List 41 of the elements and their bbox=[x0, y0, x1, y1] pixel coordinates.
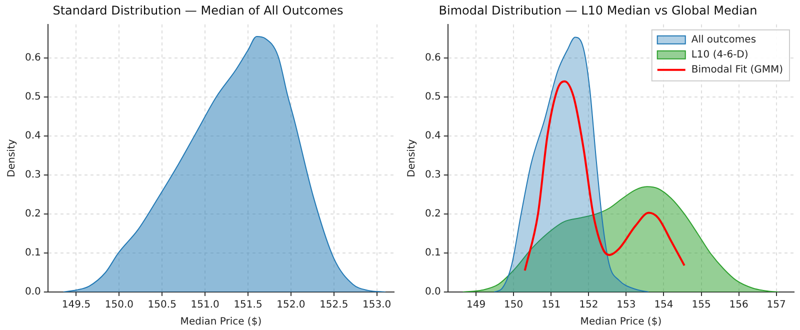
y-tick-label: 0.1 bbox=[424, 248, 441, 259]
x-tick-label: 151.5 bbox=[234, 300, 262, 311]
x-axis-title: Median Price ($) bbox=[580, 316, 662, 328]
y-tick-label: 0.0 bbox=[24, 286, 41, 298]
x-tick-label: 157 bbox=[766, 300, 786, 311]
chart-title: Bimodal Distribution — L10 Median vs Global Median bbox=[438, 3, 758, 18]
x-tick-label: 152 bbox=[579, 300, 598, 311]
y-tick-label: 0.6 bbox=[424, 52, 441, 64]
x-tick-label: 150 bbox=[504, 300, 524, 311]
x-tick-label: 151.0 bbox=[190, 300, 220, 311]
x-tick-label: 153 bbox=[616, 300, 636, 311]
legend-label: All outcomes bbox=[691, 34, 756, 46]
x-tick-label: 150.5 bbox=[148, 300, 176, 311]
y-tick-label: 0.2 bbox=[24, 208, 41, 220]
x-tick-label: 153.0 bbox=[362, 300, 392, 311]
chart-title: Standard Distribution — Median of All Outcomes bbox=[52, 3, 344, 18]
y-tick-label: 0.5 bbox=[424, 92, 441, 103]
x-tick-label: 150.0 bbox=[104, 300, 134, 311]
x-tick-label: 149.5 bbox=[62, 300, 91, 311]
y-axis-title: Density bbox=[406, 139, 418, 178]
x-tick-label: 152.5 bbox=[320, 300, 348, 311]
y-tick-label: 0.5 bbox=[24, 92, 41, 103]
y-tick-label: 0.3 bbox=[424, 170, 441, 181]
x-tick-label: 156 bbox=[729, 300, 748, 311]
line-series bbox=[524, 80, 686, 272]
y-tick-label: 0.4 bbox=[24, 130, 41, 142]
legend-label: L10 (4-6-D) bbox=[691, 49, 748, 60]
y-axis-title: Density bbox=[6, 139, 18, 178]
x-axis-title: Median Price ($) bbox=[180, 316, 262, 328]
x-tick-label: 152.0 bbox=[276, 300, 306, 311]
y-tick-label: 0.0 bbox=[424, 286, 441, 298]
y-tick-label: 0.2 bbox=[424, 208, 441, 220]
x-tick-label: 149 bbox=[466, 300, 486, 311]
legend-label: Bimodal Fit (GMM) bbox=[691, 64, 784, 76]
y-tick-label: 0.3 bbox=[24, 170, 41, 181]
x-tick-label: 155 bbox=[692, 300, 711, 311]
x-tick-label: 151 bbox=[542, 300, 561, 311]
y-tick-label: 0.1 bbox=[24, 248, 41, 259]
x-tick-label: 154 bbox=[654, 300, 674, 311]
y-tick-label: 0.6 bbox=[24, 52, 41, 64]
y-tick-label: 0.4 bbox=[424, 130, 441, 142]
